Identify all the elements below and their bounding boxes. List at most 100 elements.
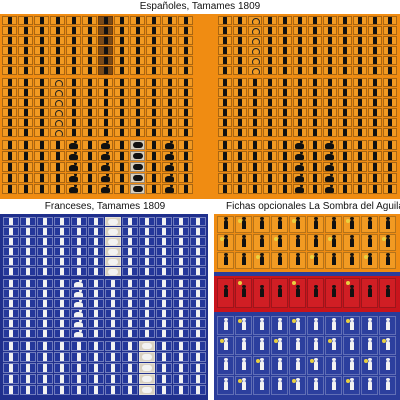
unit-counter[interactable] (37, 341, 53, 351)
unit-counter[interactable] (2, 88, 17, 97)
unit-counter[interactable] (173, 227, 189, 236)
optional-counter[interactable] (307, 356, 324, 375)
unit-counter[interactable] (146, 140, 161, 150)
unit-counter[interactable] (338, 184, 352, 194)
unit-counter[interactable] (20, 319, 36, 328)
unit-counter[interactable] (162, 66, 177, 75)
unit-counter[interactable] (105, 237, 121, 246)
unit-counter[interactable] (218, 16, 232, 25)
unit-counter[interactable] (368, 26, 382, 35)
unit-counter[interactable] (34, 140, 49, 150)
unit-counter[interactable] (353, 26, 367, 35)
unit-counter[interactable] (162, 98, 177, 107)
unit-counter[interactable] (353, 16, 367, 25)
unit-counter[interactable] (130, 88, 145, 97)
unit-counter[interactable] (263, 66, 277, 75)
optional-counter[interactable] (235, 278, 252, 308)
unit-counter[interactable] (105, 257, 121, 266)
unit-counter[interactable] (71, 217, 87, 226)
optional-counter[interactable] (217, 278, 234, 308)
optional-counter[interactable] (289, 278, 306, 308)
unit-counter[interactable] (178, 26, 193, 35)
unit-counter[interactable] (323, 16, 337, 25)
unit-counter[interactable] (173, 374, 189, 384)
unit-counter[interactable] (293, 46, 307, 55)
unit-counter[interactable] (263, 184, 277, 194)
unit-counter[interactable] (139, 289, 155, 298)
unit-counter[interactable] (308, 118, 322, 127)
unit-counter[interactable] (71, 319, 87, 328)
unit-counter[interactable] (233, 151, 247, 161)
unit-counter[interactable] (263, 26, 277, 35)
unit-counter[interactable] (54, 374, 70, 384)
unit-counter[interactable] (3, 374, 19, 384)
unit-counter[interactable] (66, 108, 81, 117)
unit-counter[interactable] (263, 108, 277, 117)
unit-counter[interactable] (263, 46, 277, 55)
unit-counter[interactable] (278, 26, 292, 35)
unit-counter[interactable] (162, 88, 177, 97)
unit-counter[interactable] (248, 56, 262, 65)
unit-counter[interactable] (71, 289, 87, 298)
unit-counter[interactable] (105, 352, 121, 362)
unit-counter[interactable] (218, 162, 232, 172)
unit-counter[interactable] (3, 385, 19, 395)
unit-counter[interactable] (353, 46, 367, 55)
unit-counter[interactable] (218, 66, 232, 75)
unit-counter[interactable] (66, 98, 81, 107)
unit-counter[interactable] (82, 56, 97, 65)
unit-counter[interactable] (50, 108, 65, 117)
unit-counter[interactable] (37, 217, 53, 226)
unit-counter[interactable] (233, 128, 247, 137)
unit-counter[interactable] (263, 36, 277, 45)
unit-counter[interactable] (156, 385, 172, 395)
unit-counter[interactable] (308, 16, 322, 25)
unit-counter[interactable] (139, 352, 155, 362)
unit-counter[interactable] (383, 173, 397, 183)
unit-counter[interactable] (278, 128, 292, 137)
optional-counter[interactable] (325, 216, 342, 233)
unit-counter[interactable] (162, 118, 177, 127)
unit-counter[interactable] (338, 36, 352, 45)
unit-counter[interactable] (130, 173, 145, 183)
unit-counter[interactable] (105, 385, 121, 395)
unit-counter[interactable] (178, 88, 193, 97)
unit-counter[interactable] (54, 247, 70, 256)
unit-counter[interactable] (178, 118, 193, 127)
unit-counter[interactable] (114, 56, 129, 65)
unit-counter[interactable] (105, 374, 121, 384)
unit-counter[interactable] (122, 385, 138, 395)
unit-counter[interactable] (218, 173, 232, 183)
unit-counter[interactable] (308, 26, 322, 35)
unit-counter[interactable] (54, 299, 70, 308)
unit-counter[interactable] (88, 341, 104, 351)
unit-counter[interactable] (122, 289, 138, 298)
unit-counter[interactable] (66, 173, 81, 183)
unit-counter[interactable] (2, 128, 17, 137)
unit-counter[interactable] (114, 151, 129, 161)
unit-counter[interactable] (3, 329, 19, 338)
unit-counter[interactable] (98, 16, 113, 25)
unit-counter[interactable] (114, 66, 129, 75)
unit-counter[interactable] (114, 78, 129, 87)
unit-counter[interactable] (50, 151, 65, 161)
unit-counter[interactable] (122, 363, 138, 373)
unit-counter[interactable] (248, 184, 262, 194)
unit-counter[interactable] (383, 16, 397, 25)
optional-counter[interactable] (253, 252, 270, 269)
unit-counter[interactable] (368, 16, 382, 25)
unit-counter[interactable] (248, 108, 262, 117)
unit-counter[interactable] (130, 56, 145, 65)
unit-counter[interactable] (190, 385, 206, 395)
optional-counter[interactable] (271, 356, 288, 375)
unit-counter[interactable] (122, 217, 138, 226)
optional-counter[interactable] (325, 234, 342, 251)
unit-counter[interactable] (71, 299, 87, 308)
unit-counter[interactable] (146, 118, 161, 127)
unit-counter[interactable] (146, 184, 161, 194)
unit-counter[interactable] (88, 279, 104, 288)
optional-counter[interactable] (253, 336, 270, 355)
unit-counter[interactable] (34, 118, 49, 127)
optional-counter[interactable] (253, 376, 270, 395)
unit-counter[interactable] (248, 36, 262, 45)
